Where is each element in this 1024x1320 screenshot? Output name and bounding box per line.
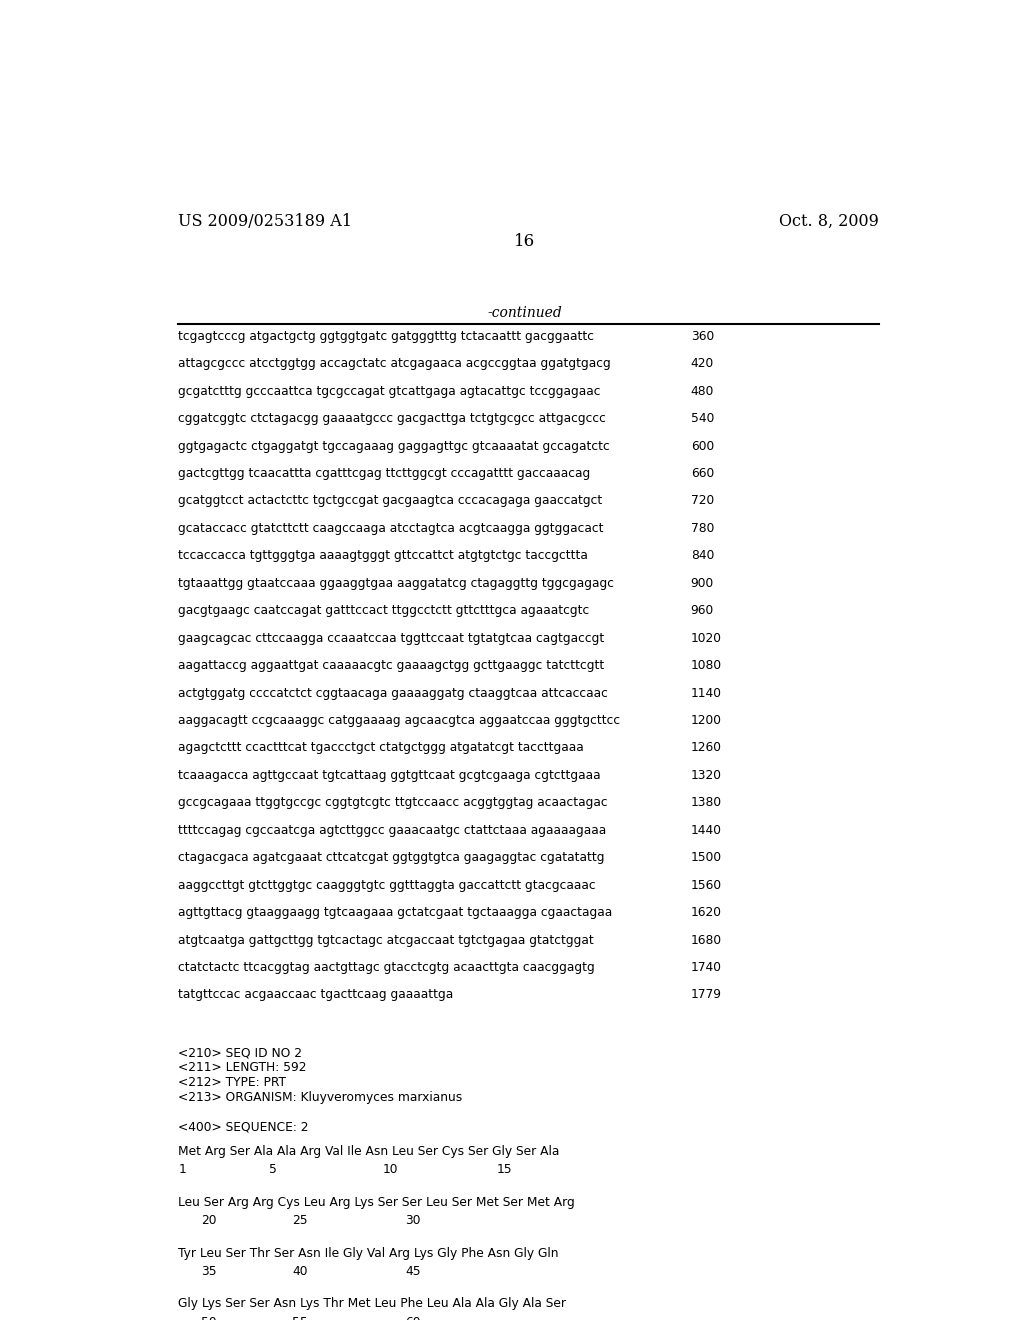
Text: 1440: 1440 [690, 824, 722, 837]
Text: 1560: 1560 [690, 879, 722, 891]
Text: 480: 480 [690, 384, 714, 397]
Text: <210> SEQ ID NO 2: <210> SEQ ID NO 2 [178, 1047, 302, 1060]
Text: 600: 600 [690, 440, 714, 453]
Text: 1320: 1320 [690, 768, 722, 781]
Text: 1260: 1260 [690, 742, 722, 755]
Text: ctagacgaca agatcgaaat cttcatcgat ggtggtgtca gaagaggtac cgatatattg: ctagacgaca agatcgaaat cttcatcgat ggtggtg… [178, 851, 605, 865]
Text: 960: 960 [690, 605, 714, 618]
Text: ctatctactc ttcacggtag aactgttagc gtacctcgtg acaacttgta caacggagtg: ctatctactc ttcacggtag aactgttagc gtacctc… [178, 961, 595, 974]
Text: gaagcagcac cttccaagga ccaaatccaa tggttccaat tgtatgtcaa cagtgaccgt: gaagcagcac cttccaagga ccaaatccaa tggttcc… [178, 632, 604, 644]
Text: atgtcaatga gattgcttgg tgtcactagc atcgaccaat tgtctgagaa gtatctggat: atgtcaatga gattgcttgg tgtcactagc atcgacc… [178, 933, 594, 946]
Text: Oct. 8, 2009: Oct. 8, 2009 [779, 213, 879, 230]
Text: tccaccacca tgttgggtga aaaagtgggt gttccattct atgtgtctgc taccgcttta: tccaccacca tgttgggtga aaaagtgggt gttccat… [178, 549, 588, 562]
Text: aaggccttgt gtcttggtgc caagggtgtc ggtttaggta gaccattctt gtacgcaaac: aaggccttgt gtcttggtgc caagggtgtc ggtttag… [178, 879, 596, 891]
Text: gactcgttgg tcaacattta cgatttcgag ttcttggcgt cccagatttt gaccaaacag: gactcgttgg tcaacattta cgatttcgag ttcttgg… [178, 467, 591, 480]
Text: US 2009/0253189 A1: US 2009/0253189 A1 [178, 213, 352, 230]
Text: 540: 540 [690, 412, 714, 425]
Text: 60: 60 [406, 1316, 421, 1320]
Text: 1: 1 [178, 1163, 186, 1176]
Text: tatgttccac acgaaccaac tgacttcaag gaaaattga: tatgttccac acgaaccaac tgacttcaag gaaaatt… [178, 989, 454, 1002]
Text: 50: 50 [201, 1316, 217, 1320]
Text: 16: 16 [514, 234, 536, 251]
Text: 1680: 1680 [690, 933, 722, 946]
Text: tgtaaattgg gtaatccaaa ggaaggtgaa aaggatatcg ctagaggttg tggcgagagc: tgtaaattgg gtaatccaaa ggaaggtgaa aaggata… [178, 577, 614, 590]
Text: 780: 780 [690, 521, 714, 535]
Text: 360: 360 [690, 330, 714, 343]
Text: gccgcagaaa ttggtgccgc cggtgtcgtc ttgtccaacc acggtggtag acaactagac: gccgcagaaa ttggtgccgc cggtgtcgtc ttgtcca… [178, 796, 608, 809]
Text: tcgagtcccg atgactgctg ggtggtgatc gatgggtttg tctacaattt gacggaattc: tcgagtcccg atgactgctg ggtggtgatc gatgggt… [178, 330, 594, 343]
Text: 1140: 1140 [690, 686, 722, 700]
Text: 10: 10 [383, 1163, 398, 1176]
Text: 35: 35 [201, 1265, 217, 1278]
Text: 720: 720 [690, 495, 714, 507]
Text: 900: 900 [690, 577, 714, 590]
Text: 25: 25 [292, 1214, 307, 1228]
Text: 40: 40 [292, 1265, 307, 1278]
Text: cggatcggtc ctctagacgg gaaaatgccc gacgacttga tctgtgcgcc attgacgccc: cggatcggtc ctctagacgg gaaaatgccc gacgact… [178, 412, 606, 425]
Text: aaggacagtt ccgcaaaggc catggaaaag agcaacgtca aggaatccaa gggtgcttcc: aaggacagtt ccgcaaaggc catggaaaag agcaacg… [178, 714, 621, 727]
Text: Gly Lys Ser Ser Asn Lys Thr Met Leu Phe Leu Ala Ala Gly Ala Ser: Gly Lys Ser Ser Asn Lys Thr Met Leu Phe … [178, 1298, 566, 1311]
Text: ttttccagag cgccaatcga agtcttggcc gaaacaatgc ctattctaaa agaaaagaaa: ttttccagag cgccaatcga agtcttggcc gaaacaa… [178, 824, 606, 837]
Text: 30: 30 [406, 1214, 421, 1228]
Text: attagcgccc atcctggtgg accagctatc atcgagaaca acgccggtaa ggatgtgacg: attagcgccc atcctggtgg accagctatc atcgaga… [178, 358, 611, 370]
Text: actgtggatg ccccatctct cggtaacaga gaaaaggatg ctaaggtcaa attcaccaac: actgtggatg ccccatctct cggtaacaga gaaaagg… [178, 686, 608, 700]
Text: gacgtgaagc caatccagat gatttccact ttggcctctt gttctttgca agaaatcgtc: gacgtgaagc caatccagat gatttccact ttggcct… [178, 605, 590, 618]
Text: <213> ORGANISM: Kluyveromyces marxianus: <213> ORGANISM: Kluyveromyces marxianus [178, 1090, 463, 1104]
Text: <400> SEQUENCE: 2: <400> SEQUENCE: 2 [178, 1121, 309, 1133]
Text: 20: 20 [201, 1214, 217, 1228]
Text: 1020: 1020 [690, 632, 722, 644]
Text: Leu Ser Arg Arg Cys Leu Arg Lys Ser Ser Leu Ser Met Ser Met Arg: Leu Ser Arg Arg Cys Leu Arg Lys Ser Ser … [178, 1196, 575, 1209]
Text: 1380: 1380 [690, 796, 722, 809]
Text: gcgatctttg gcccaattca tgcgccagat gtcattgaga agtacattgc tccggagaac: gcgatctttg gcccaattca tgcgccagat gtcattg… [178, 384, 601, 397]
Text: Met Arg Ser Ala Ala Arg Val Ile Asn Leu Ser Cys Ser Gly Ser Ala: Met Arg Ser Ala Ala Arg Val Ile Asn Leu … [178, 1144, 560, 1158]
Text: ggtgagactc ctgaggatgt tgccagaaag gaggagttgc gtcaaaatat gccagatctc: ggtgagactc ctgaggatgt tgccagaaag gaggagt… [178, 440, 610, 453]
Text: gcataccacc gtatcttctt caagccaaga atcctagtca acgtcaagga ggtggacact: gcataccacc gtatcttctt caagccaaga atcctag… [178, 521, 604, 535]
Text: 1620: 1620 [690, 906, 722, 919]
Text: <212> TYPE: PRT: <212> TYPE: PRT [178, 1076, 287, 1089]
Text: 1779: 1779 [690, 989, 722, 1002]
Text: 55: 55 [292, 1316, 308, 1320]
Text: -continued: -continued [487, 306, 562, 319]
Text: agttgttacg gtaaggaagg tgtcaagaaa gctatcgaat tgctaaagga cgaactagaa: agttgttacg gtaaggaagg tgtcaagaaa gctatcg… [178, 906, 612, 919]
Text: 1080: 1080 [690, 659, 722, 672]
Text: 840: 840 [690, 549, 714, 562]
Text: 660: 660 [690, 467, 714, 480]
Text: gcatggtcct actactcttc tgctgccgat gacgaagtca cccacagaga gaaccatgct: gcatggtcct actactcttc tgctgccgat gacgaag… [178, 495, 603, 507]
Text: Tyr Leu Ser Thr Ser Asn Ile Gly Val Arg Lys Gly Phe Asn Gly Gln: Tyr Leu Ser Thr Ser Asn Ile Gly Val Arg … [178, 1246, 559, 1259]
Text: 1740: 1740 [690, 961, 722, 974]
Text: 420: 420 [690, 358, 714, 370]
Text: <211> LENGTH: 592: <211> LENGTH: 592 [178, 1061, 307, 1074]
Text: 45: 45 [406, 1265, 421, 1278]
Text: agagctcttt ccactttcat tgaccctgct ctatgctggg atgatatcgt taccttgaaa: agagctcttt ccactttcat tgaccctgct ctatgct… [178, 742, 584, 755]
Text: 5: 5 [269, 1163, 278, 1176]
Text: tcaaagacca agttgccaat tgtcattaag ggtgttcaat gcgtcgaaga cgtcttgaaa: tcaaagacca agttgccaat tgtcattaag ggtgttc… [178, 768, 601, 781]
Text: 1500: 1500 [690, 851, 722, 865]
Text: 15: 15 [497, 1163, 512, 1176]
Text: aagattaccg aggaattgat caaaaacgtc gaaaagctgg gcttgaaggc tatcttcgtt: aagattaccg aggaattgat caaaaacgtc gaaaagc… [178, 659, 604, 672]
Text: 1200: 1200 [690, 714, 722, 727]
